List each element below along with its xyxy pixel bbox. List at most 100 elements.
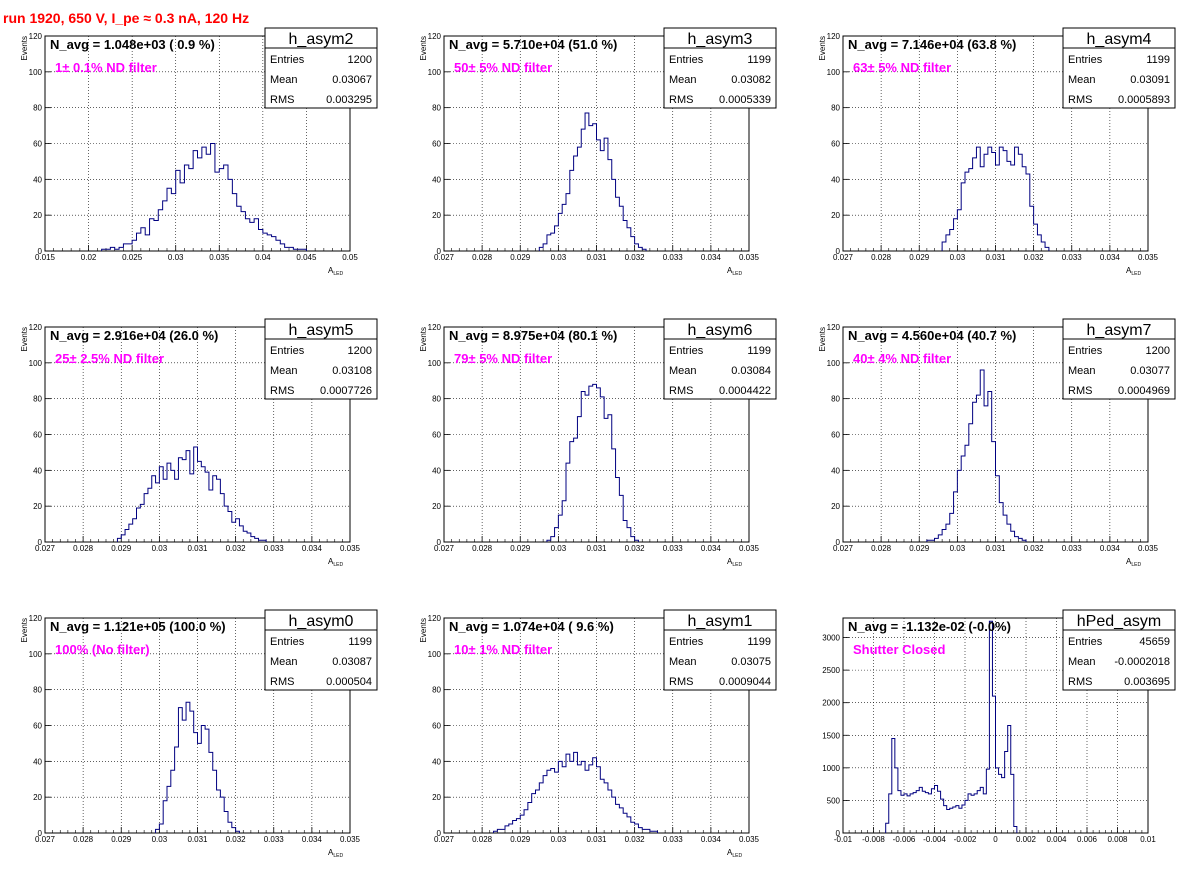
histogram-series-h_asym3 (538, 112, 647, 251)
navg-label: N_avg = 7.146e+04 (63.8 %) (848, 37, 1016, 52)
y-tick-label: 40 (831, 175, 840, 184)
stats-label: Mean (669, 365, 697, 377)
stats-label: Mean (1068, 365, 1096, 377)
stats-label: Mean (270, 74, 298, 86)
y-tick-label: 100 (29, 359, 43, 368)
y-tick-label: 0 (38, 829, 43, 838)
histogram-series-h_asym6 (546, 383, 639, 542)
stats-box: hPed_asym Entries 45659 Mean -0.0002018 RMS 0.… (1062, 609, 1176, 691)
x-tick-label: 0.028 (73, 835, 94, 844)
y-tick-label: 40 (432, 175, 441, 184)
y-tick-label: 80 (432, 686, 441, 695)
x-tick-label: 0.031 (985, 544, 1006, 553)
x-axis-label: ALED (1126, 557, 1141, 568)
y-tick-label: 120 (428, 323, 442, 332)
x-tick-label: 0.04 (255, 253, 271, 262)
x-axis-label-subscript: LED (732, 562, 742, 568)
stats-box-frame (663, 609, 777, 691)
x-axis-label-subscript: LED (732, 853, 742, 859)
x-tick-label: 0.03 (551, 253, 567, 262)
y-tick-label: 100 (29, 68, 43, 77)
histogram-series-h_asym5 (116, 446, 267, 542)
x-tick-label: 0.035 (739, 544, 760, 553)
x-tick-label: 0.035 (340, 835, 361, 844)
y-tick-label: 80 (831, 104, 840, 113)
stats-box: h_asym0 Entries 1199 Mean 0.03087 RMS 0.000504 (264, 609, 378, 691)
x-tick-label: 0.03 (152, 835, 168, 844)
x-tick-label: 0.035 (209, 253, 230, 262)
y-tick-label: 2500 (822, 666, 840, 675)
x-axis-label: ALED (328, 557, 343, 568)
y-tick-label: 80 (432, 104, 441, 113)
stats-value: 1200 (348, 54, 372, 66)
y-tick-label: 0 (437, 538, 442, 547)
x-tick-label: 0.033 (264, 835, 285, 844)
x-tick-label: 0.034 (1100, 544, 1121, 553)
y-tick-label: 120 (827, 323, 841, 332)
stats-box-frame (1062, 609, 1176, 691)
x-tick-label: 0.032 (1024, 544, 1045, 553)
x-axis-label-subscript: LED (732, 271, 742, 277)
y-tick-label: 20 (432, 793, 441, 802)
x-tick-label: 0.032 (625, 544, 646, 553)
histogram-panel-h_asym5: 0.027 0.028 0.029 0.03 0.031 0.032 0.033 0.034 0… (20, 318, 378, 568)
stats-value: 1199 (1146, 54, 1170, 66)
x-axis-label-subscript: LED (333, 562, 343, 568)
stats-label: Entries (1068, 54, 1103, 66)
x-tick-label: 0.015 (35, 253, 56, 262)
x-tick-label: 0.034 (701, 253, 722, 262)
filter-label: 1± 0.1% ND filter (55, 60, 157, 75)
x-tick-label: 0.028 (871, 253, 892, 262)
y-tick-label: 60 (831, 431, 840, 440)
stats-label: Entries (270, 345, 305, 357)
x-tick-label: 0.032 (226, 544, 247, 553)
stats-value: 1199 (747, 54, 771, 66)
stats-value: 0.03087 (332, 656, 372, 668)
histogram-series-h_asym4 (941, 146, 1050, 251)
y-tick-label: 60 (33, 140, 42, 149)
navg-label: N_avg = 4.560e+04 (40.7 %) (848, 328, 1016, 343)
stats-value: 0.003295 (326, 94, 372, 106)
y-axis-label: Events (419, 36, 428, 60)
x-axis-label: ALED (727, 266, 742, 277)
y-axis-label: Events (419, 327, 428, 351)
y-tick-label: 40 (831, 466, 840, 475)
y-tick-label: 80 (831, 395, 840, 404)
stats-value: 0.03091 (1130, 74, 1170, 86)
stats-value: 0.03108 (332, 365, 372, 377)
filter-label: 79± 5% ND filter (454, 351, 552, 366)
histogram-series-h_asym1 (493, 751, 658, 833)
navg-label: N_avg = 2.916e+04 (26.0 %) (50, 328, 218, 343)
y-tick-label: 100 (428, 650, 442, 659)
histogram-name: h_asym2 (289, 31, 354, 48)
x-tick-label: 0.029 (909, 544, 930, 553)
x-tick-label: -0.004 (923, 835, 946, 844)
y-tick-label: 120 (428, 32, 442, 41)
x-tick-label: -0.01 (834, 835, 853, 844)
x-tick-label: 0.03 (950, 253, 966, 262)
histogram-name: h_asym6 (688, 322, 753, 339)
histogram-name: h_asym1 (688, 613, 753, 630)
x-tick-label: 0.034 (1100, 253, 1121, 262)
stats-label: RMS (270, 676, 294, 688)
y-tick-label: 100 (29, 650, 43, 659)
stats-value: 1200 (1146, 345, 1170, 357)
stats-value: 0.0007726 (320, 385, 372, 397)
stats-label: RMS (669, 385, 693, 397)
histogram-panel-h_asym7: 0.027 0.028 0.029 0.03 0.031 0.032 0.033 0.034 0… (818, 318, 1176, 568)
filter-label: 25± 2.5% ND filter (55, 351, 164, 366)
stats-value: 1199 (348, 636, 372, 648)
stats-value: 0.0004422 (719, 385, 771, 397)
histogram-name: h_asym0 (289, 613, 354, 630)
stats-value: -0.0002018 (1114, 656, 1170, 668)
y-tick-label: 0 (437, 247, 442, 256)
histogram-series-h_asym0 (155, 701, 240, 833)
y-tick-label: 40 (33, 466, 42, 475)
y-axis-label: Events (419, 618, 428, 642)
y-tick-label: 60 (432, 722, 441, 731)
x-tick-label: 0.033 (663, 253, 684, 262)
stats-label: Entries (270, 636, 305, 648)
x-tick-label: -0.006 (893, 835, 916, 844)
x-tick-label: 0.03 (152, 544, 168, 553)
